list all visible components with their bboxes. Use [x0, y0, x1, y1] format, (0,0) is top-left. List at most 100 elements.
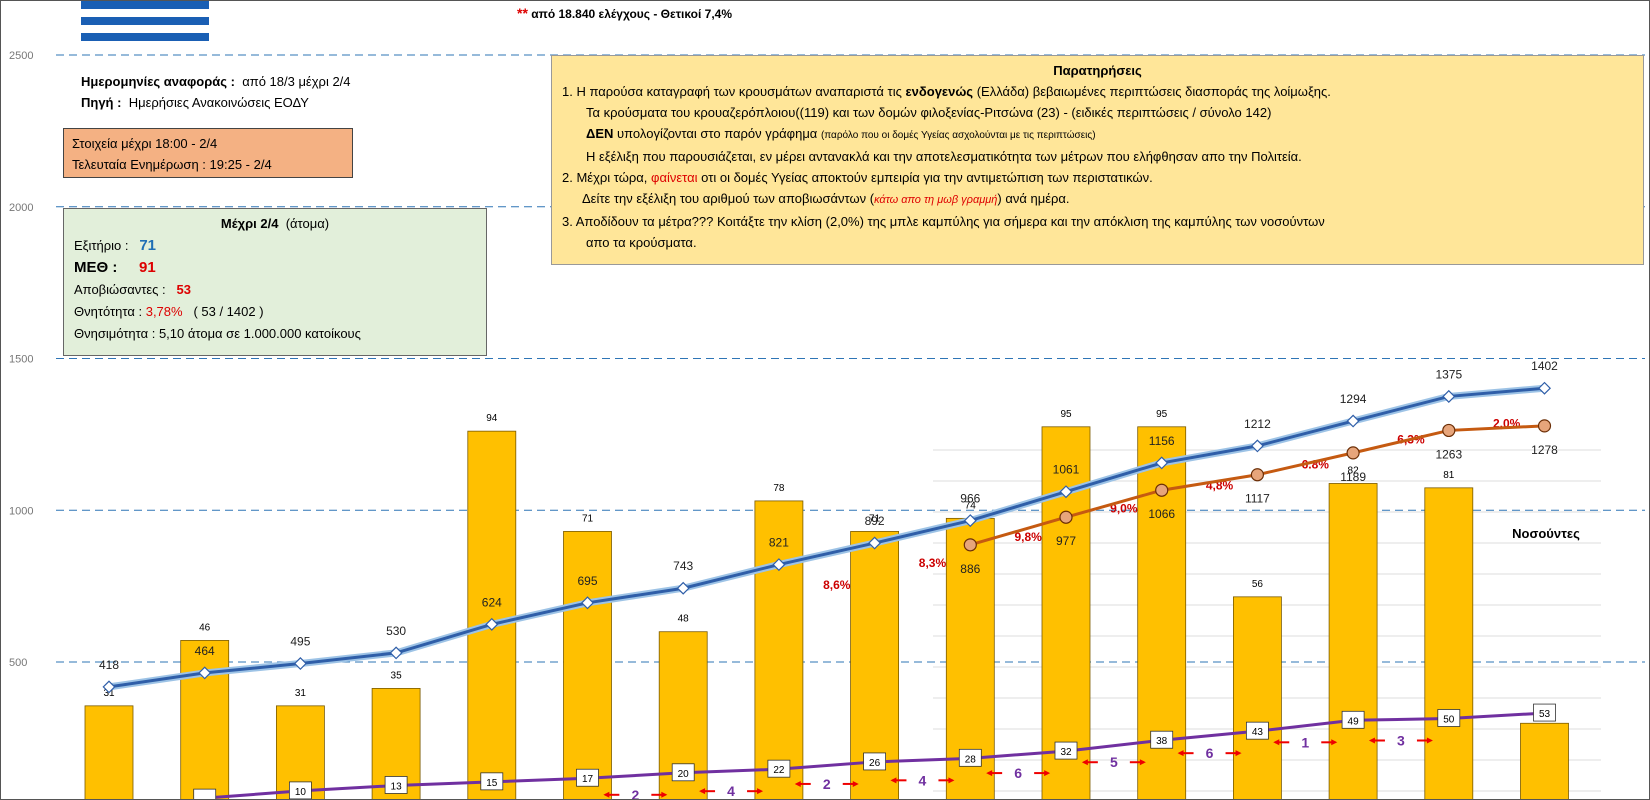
greek-flag-icon: [81, 1, 209, 43]
hospitalized-label: 1066: [1148, 507, 1175, 521]
discharged-value: 71: [139, 237, 157, 254]
daily-bar: [1520, 722, 1569, 799]
deaths-label: 17: [582, 774, 594, 785]
deaths-marker: [288, 781, 312, 799]
cases-marker: [676, 581, 690, 595]
cases-label: 743: [673, 559, 693, 573]
cases-marker: [772, 558, 786, 572]
deaths-marker: [1533, 703, 1556, 722]
arrow-right-icon: [1139, 759, 1146, 766]
note2-line2-b: κάτω απο τη μωβ γραμμή: [874, 194, 998, 206]
cases-label: 966: [960, 492, 980, 506]
deaths-marker: [384, 776, 408, 794]
note1-c: (Ελλάδα) βεβαιωμένες περιπτώσεις διασπορ…: [976, 84, 1331, 99]
note1-not: ΔΕΝ: [586, 126, 614, 141]
subtitle-text: από 18.840 ελέγχους - Θετικοί 7,4%: [531, 7, 733, 21]
deaths-label: 32: [1060, 747, 1072, 758]
source-value: Ημερήσιες Ανακοινώσεις ΕΟΔΥ: [128, 95, 309, 110]
cases-marker: [580, 596, 595, 610]
daily-deaths-label: 5: [1110, 754, 1118, 770]
daily-bar-label: 71: [582, 513, 594, 524]
hospitalized-marker: [1442, 423, 1456, 438]
arrow-right-icon: [757, 788, 764, 795]
arrow-left-icon: [1368, 737, 1375, 744]
arrow-left-icon: [890, 777, 897, 784]
cases-label: 695: [577, 574, 597, 588]
arrow-left-icon: [699, 788, 706, 795]
hospitalized-label: 1189: [1340, 470, 1366, 484]
cases-marker: [1442, 389, 1456, 403]
deaths-label: 53: [1539, 709, 1551, 720]
cases-label: 464: [195, 644, 215, 658]
dates-label: Ημερομηνίες αναφοράς :: [81, 74, 235, 89]
deaths-label: 10: [295, 787, 307, 798]
icu-label: ΜΕΘ :: [74, 259, 118, 276]
daily-deaths-label: 4: [919, 772, 927, 788]
deaths-label: 13: [391, 781, 403, 792]
arrow-left-icon: [1081, 759, 1088, 766]
daily-deaths-label: 1: [1301, 734, 1309, 750]
daily-bar-label: 95: [1060, 409, 1072, 420]
daily-bar-label: 48: [678, 614, 690, 625]
daily-bar-label: 95: [1156, 409, 1168, 420]
cases-marker: [1537, 381, 1552, 395]
cases-label: 1156: [1149, 434, 1175, 448]
note2-line2-c: ) ανά ημέρα.: [997, 191, 1070, 206]
cases-label: 1402: [1531, 359, 1558, 373]
hospitalized-marker: [1250, 468, 1265, 482]
growth-pct-label: 8,6%: [823, 578, 851, 592]
arrow-left-icon: [794, 780, 801, 787]
update-line-2: Τελευταία Ενημέρωση : 19:25 - 2/4: [72, 157, 272, 172]
daily-bar: [467, 430, 517, 799]
cases-marker: [963, 514, 977, 528]
cases-marker: [102, 680, 116, 694]
y-tick-label: 1500: [9, 354, 33, 366]
source-label: Πηγή :: [81, 95, 122, 110]
daily-deaths-label: 2: [631, 787, 639, 799]
deaths-value: 53: [176, 282, 191, 297]
arrow-right-icon: [1331, 739, 1338, 746]
note1-not-text: υπολογίζονται στο παρόν γράφημα: [617, 126, 818, 141]
cases-marker: [868, 536, 882, 550]
hospitalized-marker: [1155, 483, 1169, 497]
deaths-marker: [1246, 721, 1269, 740]
daily-deaths-label: 2: [823, 776, 831, 792]
deaths-label: Αποβιώσαντες :: [74, 282, 166, 297]
y-tick-label: 500: [9, 657, 27, 669]
deaths-label: 49: [1348, 716, 1360, 727]
stats-title-text: Μέχρι 2/4: [220, 216, 279, 231]
notes-box: Παρατηρήσεις 1. Η παρούσα καταγραφή των …: [551, 55, 1644, 265]
cases-label: 418: [99, 658, 119, 672]
hospitalized-label: 1117: [1245, 492, 1270, 506]
deaths-marker: [480, 772, 504, 791]
note2-a: 2. Μέχρι τώρα,: [562, 170, 648, 185]
daily-bar-label: 94: [486, 413, 498, 424]
note3-line1: 3. Αποδίδουν τα μέτρα??? Κοιτάξτε την κλ…: [562, 214, 1325, 229]
cases-marker: [1155, 456, 1169, 470]
daily-bar: [1424, 487, 1474, 799]
cases-label: 892: [865, 514, 885, 528]
arrow-left-icon: [603, 791, 610, 798]
daily-deaths-label: 6: [1206, 745, 1214, 761]
daily-bar-label: 35: [391, 670, 403, 681]
daily-bar-label: 81: [1443, 470, 1455, 481]
cases-label: 1061: [1053, 463, 1080, 477]
daily-bar-label: 46: [199, 622, 211, 633]
growth-pct-label: 8,3%: [919, 556, 947, 570]
daily-bar-label: 82: [1348, 465, 1360, 476]
discharged-label: Εξιτήριο :: [74, 238, 129, 253]
daily-bar: [84, 705, 134, 799]
note1-line2: Τα κρούσματα του κρουαζερόπλοιου((119) κ…: [586, 105, 1272, 120]
deaths-label: 20: [678, 769, 690, 780]
daily-bar: [180, 640, 230, 799]
mortality-detail: ( 53 / 1402 ): [193, 304, 264, 319]
arrow-left-icon: [1273, 739, 1280, 746]
arrow-right-icon: [661, 791, 668, 798]
deaths-marker: [1150, 730, 1174, 749]
cases-label: 821: [769, 536, 789, 550]
stats-title: Μέχρι 2/4 (άτομα): [74, 213, 476, 235]
deaths-label: 26: [869, 758, 881, 769]
growth-pct-label: 9,8%: [1014, 530, 1042, 544]
daily-bar: [1328, 483, 1378, 799]
daily-bar: [563, 531, 612, 799]
